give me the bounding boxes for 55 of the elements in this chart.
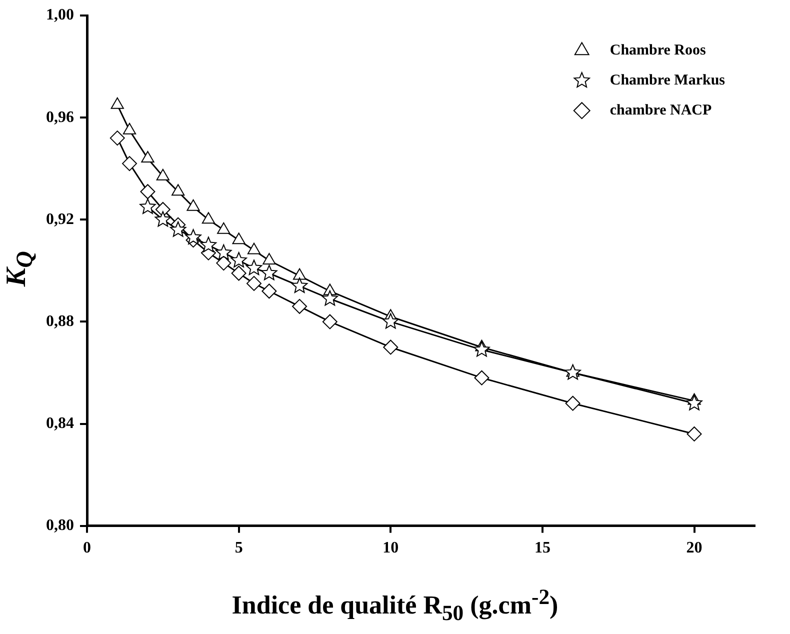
point bbox=[185, 229, 202, 245]
point bbox=[382, 313, 399, 329]
point bbox=[322, 314, 338, 330]
point bbox=[216, 256, 232, 271]
point bbox=[686, 394, 702, 410]
point bbox=[140, 184, 156, 200]
point bbox=[261, 264, 278, 280]
point bbox=[231, 266, 246, 281]
point bbox=[110, 97, 124, 109]
point bbox=[230, 252, 247, 268]
y-tick-label: 0,92 bbox=[46, 210, 74, 228]
x-tick-label: 15 bbox=[534, 540, 550, 557]
x-tick-label: 20 bbox=[686, 540, 702, 557]
point bbox=[141, 150, 154, 162]
point bbox=[122, 122, 136, 134]
point bbox=[246, 260, 262, 276]
point bbox=[232, 232, 246, 244]
point bbox=[200, 236, 217, 252]
y-tick-label: 0,96 bbox=[46, 108, 74, 126]
point bbox=[186, 199, 200, 211]
x-tick-label: 5 bbox=[234, 540, 243, 557]
point bbox=[262, 284, 277, 299]
point bbox=[217, 222, 230, 234]
y-tick-label: 1,00 bbox=[46, 6, 74, 24]
point bbox=[170, 221, 186, 237]
legend-label: Chambre Markus bbox=[610, 72, 726, 88]
point bbox=[383, 340, 398, 355]
legend-label: chambre NACP bbox=[610, 102, 712, 118]
x-axis-title: Indice de qualité R$_{50}$ (g.cm$^{-2}$) bbox=[230, 585, 560, 626]
point bbox=[122, 156, 138, 172]
x-tick-label: 0 bbox=[83, 540, 91, 557]
point bbox=[246, 276, 262, 291]
point bbox=[474, 370, 490, 386]
point bbox=[322, 290, 338, 306]
point bbox=[292, 298, 308, 314]
point bbox=[156, 168, 170, 180]
point bbox=[565, 396, 580, 411]
y-tick-label: 0,84 bbox=[46, 414, 74, 432]
point bbox=[247, 242, 261, 254]
point bbox=[474, 341, 490, 357]
legend-label: Chambre Roos bbox=[610, 42, 706, 58]
y-tick-label: 0,80 bbox=[46, 516, 74, 534]
point bbox=[154, 211, 172, 227]
point bbox=[216, 244, 232, 260]
y-tick-label: 0,88 bbox=[46, 312, 74, 330]
point bbox=[292, 268, 306, 280]
x-tick-label: 10 bbox=[382, 540, 399, 557]
point bbox=[262, 252, 276, 264]
point bbox=[686, 426, 702, 442]
point bbox=[202, 212, 216, 224]
point bbox=[291, 278, 308, 293]
point bbox=[172, 184, 185, 196]
point bbox=[110, 130, 125, 146]
point bbox=[140, 198, 156, 214]
point bbox=[564, 364, 581, 380]
